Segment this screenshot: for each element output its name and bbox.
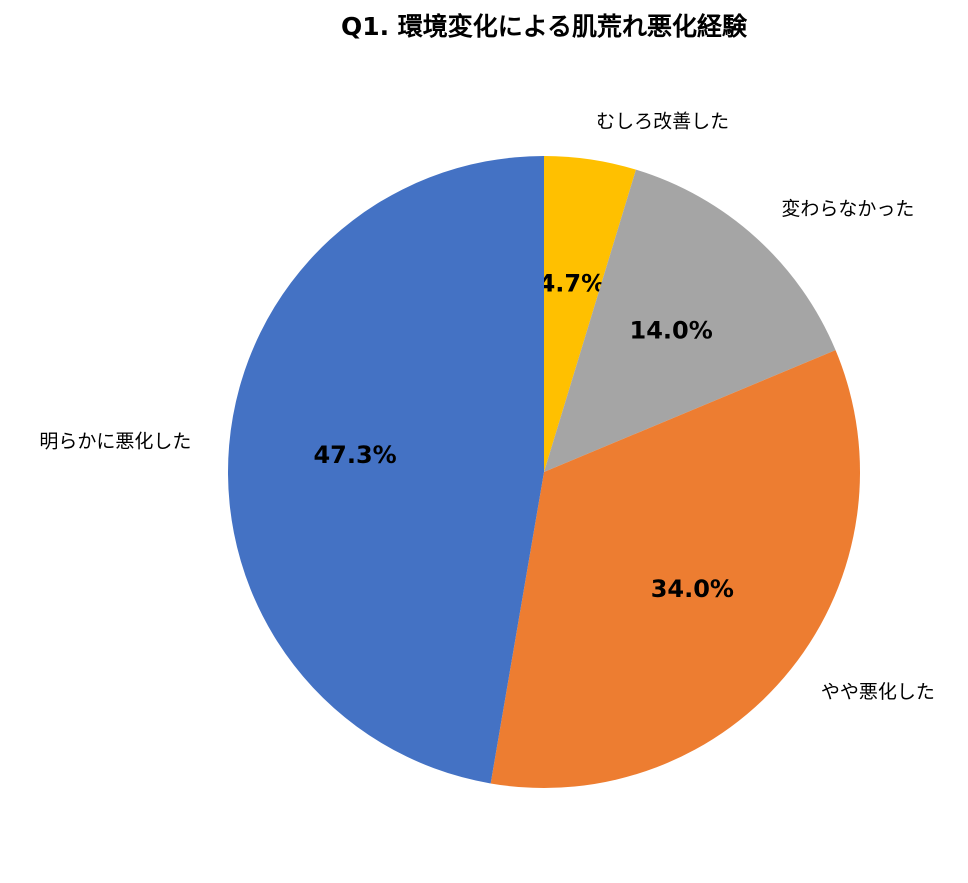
category-label: やや悪化した — [821, 681, 935, 703]
data-label: 14.0% — [630, 316, 713, 344]
category-label: 明らかに悪化した — [39, 431, 191, 453]
category-label: むしろ改善した — [596, 110, 729, 132]
pie-slice — [544, 156, 636, 472]
data-label: 47.3% — [313, 441, 396, 469]
data-label: 34.0% — [651, 575, 734, 603]
pie-slice — [544, 169, 836, 472]
data-label: 4.7% — [539, 269, 606, 297]
chart-title: Q1. 環境変化による肌荒れ悪化経験 — [341, 12, 748, 41]
category-label: 変わらなかった — [781, 198, 914, 220]
pie-slice — [490, 350, 861, 788]
pie-slice — [227, 156, 544, 784]
